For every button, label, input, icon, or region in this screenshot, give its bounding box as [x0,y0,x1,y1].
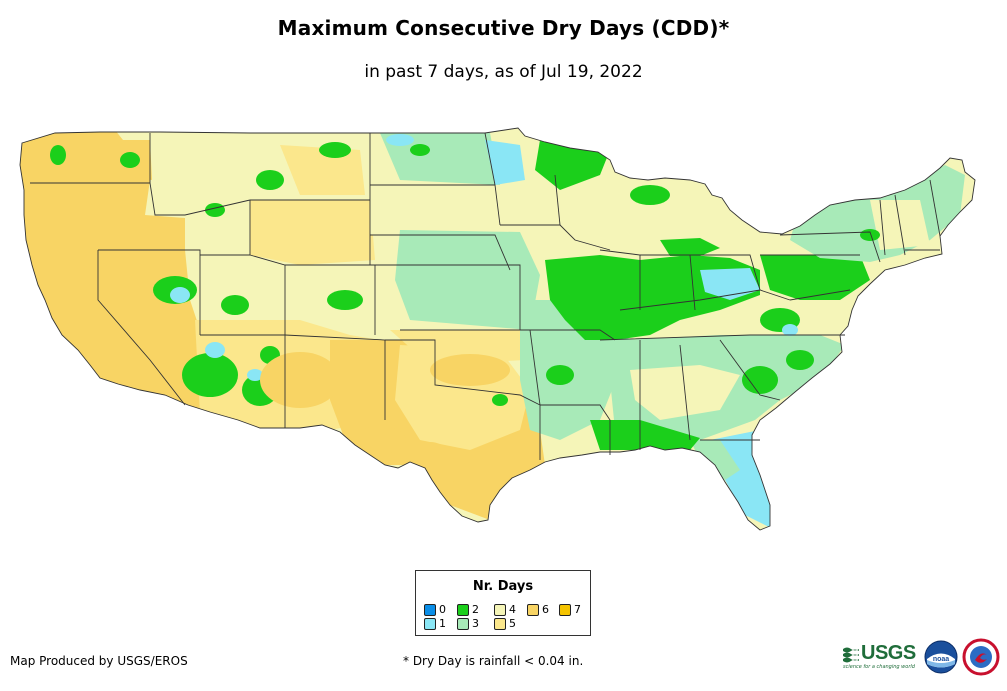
legend-swatch-5 [494,618,506,630]
map-credit: Map Produced by USGS/EROS [10,654,188,668]
map-title: Maximum Consecutive Dry Days (CDD)* [277,16,730,40]
nws-logo [962,638,1000,676]
dry-day-footnote: * Dry Day is rainfall < 0.04 in. [403,654,584,668]
map-subtitle: in past 7 days, as of Jul 19, 2022 [364,62,643,82]
usgs-wave-icon [843,647,859,663]
usgs-logo: USGS science for a changing world [843,642,916,670]
legend-swatch-0 [424,604,436,616]
legend-swatch-4 [494,604,506,616]
legend: Nr. Days 0 1 2 3 4 5 6 7 [415,570,591,636]
legend-swatch-3 [457,618,469,630]
svg-text:noaa: noaa [933,656,949,663]
noaa-logo: noaa [924,640,958,674]
legend-swatch-2 [457,604,469,616]
legend-swatch-7 [559,604,571,616]
legend-title: Nr. Days [472,579,534,594]
state-boundaries [19,127,976,531]
legend-swatch-1 [424,618,436,630]
legend-swatch-6 [527,604,539,616]
cdd-regions [20,128,975,530]
